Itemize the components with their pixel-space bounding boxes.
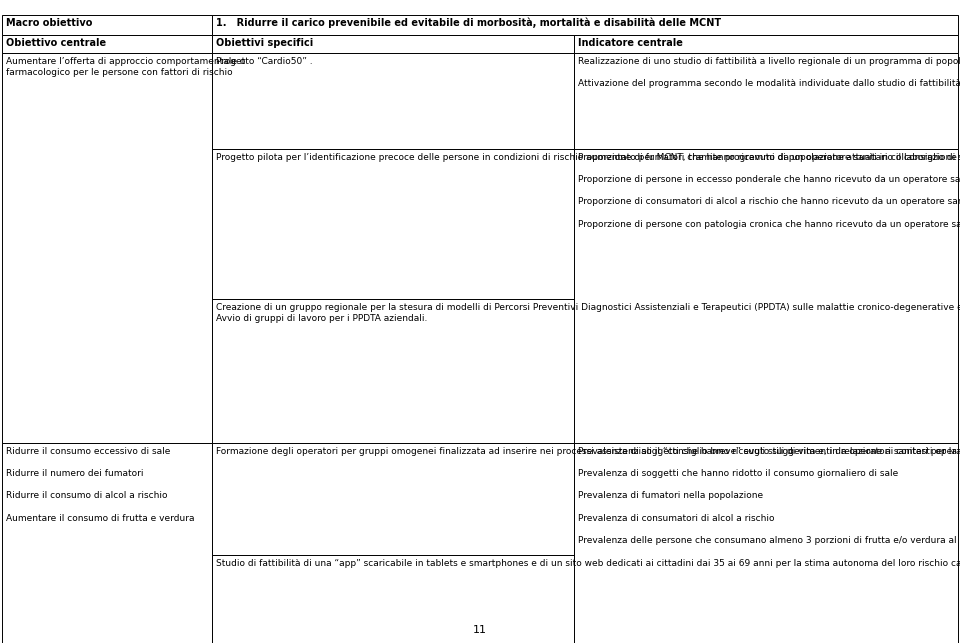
- Bar: [212, 35, 574, 53]
- Text: 1.   Ridurre il carico prevenibile ed evitabile di morbosità, mortalità e disabi: 1. Ridurre il carico prevenibile ed evit…: [216, 18, 721, 28]
- Text: Creazione di un gruppo regionale per la stesura di modelli di Percorsi Preventiv: Creazione di un gruppo regionale per la …: [216, 303, 960, 323]
- Bar: [574, 53, 958, 149]
- Bar: [212, 149, 574, 299]
- Bar: [574, 35, 958, 53]
- Text: Macro obiettivo: Macro obiettivo: [6, 18, 92, 28]
- Text: Indicatore centrale: Indicatore centrale: [578, 38, 683, 48]
- Text: Studio di fattibilità di una “app” scaricabile in tablets e smartphones e di un : Studio di fattibilità di una “app” scari…: [216, 559, 960, 568]
- Text: Aumentare l’offerta di approccio comportamentale o
farmacologico per le persone : Aumentare l’offerta di approccio comport…: [6, 57, 246, 77]
- Text: Proporzione di fumatori che hanno ricevuto da un operatore sanitario il consigli: Proporzione di fumatori che hanno ricevu…: [578, 153, 960, 229]
- Bar: [212, 299, 574, 443]
- Text: Ridurre il consumo eccessivo di sale

Ridurre il numero dei fumatori

Ridurre il: Ridurre il consumo eccessivo di sale Rid…: [6, 447, 195, 523]
- Bar: [212, 15, 958, 35]
- Bar: [2, 443, 212, 643]
- Bar: [2, 15, 212, 35]
- Bar: [212, 555, 574, 643]
- Bar: [574, 443, 958, 643]
- Text: Prevalenza di soggetti che hanno ricevuto suggerimenti da operatori sanitari per: Prevalenza di soggetti che hanno ricevut…: [578, 447, 960, 545]
- Text: Realizzazione di uno studio di fattibilità a livello regionale di un programma d: Realizzazione di uno studio di fattibili…: [578, 57, 960, 88]
- Bar: [2, 53, 212, 443]
- Bar: [212, 443, 574, 555]
- Bar: [2, 35, 212, 53]
- Bar: [574, 149, 958, 443]
- Text: 11: 11: [473, 625, 487, 635]
- Text: Formazione degli operatori per gruppi omogenei finalizzata ad inserire nei proce: Formazione degli operatori per gruppi om…: [216, 447, 960, 456]
- Text: Progetto “Cardio50” .: Progetto “Cardio50” .: [216, 57, 313, 66]
- Text: Obiettivo centrale: Obiettivo centrale: [6, 38, 107, 48]
- Bar: [212, 53, 574, 149]
- Text: Obiettivi specifici: Obiettivi specifici: [216, 38, 313, 48]
- Text: Progetto pilota per l’identificazione precoce delle persone in condizioni di ris: Progetto pilota per l’identificazione pr…: [216, 153, 960, 162]
